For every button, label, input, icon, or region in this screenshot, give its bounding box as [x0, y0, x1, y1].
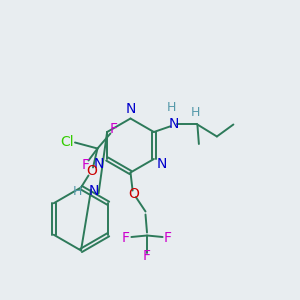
Text: F: F — [143, 250, 151, 263]
Text: N: N — [94, 157, 104, 171]
Text: N: N — [168, 118, 178, 131]
Text: H: H — [167, 101, 177, 115]
Text: N: N — [157, 157, 167, 171]
Text: N: N — [89, 184, 99, 198]
Text: O: O — [86, 164, 97, 178]
Text: F: F — [82, 158, 89, 172]
Text: O: O — [128, 187, 139, 200]
Text: H: H — [73, 185, 82, 198]
Text: N: N — [125, 102, 136, 116]
Text: F: F — [122, 232, 130, 245]
Text: F: F — [110, 122, 118, 136]
Text: Cl: Cl — [61, 136, 74, 149]
Text: H: H — [191, 106, 201, 119]
Text: F: F — [164, 232, 172, 245]
